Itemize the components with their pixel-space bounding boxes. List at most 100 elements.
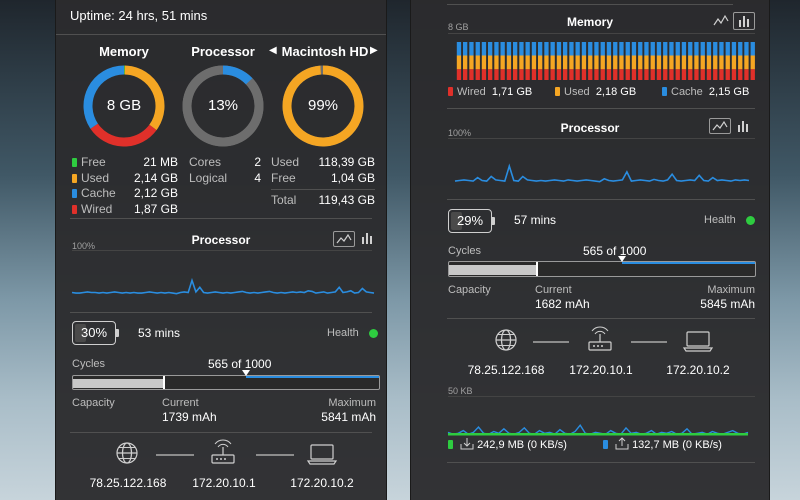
memory-bar-used — [644, 55, 649, 70]
memory-bar-wired — [631, 69, 637, 80]
public-ip: 78.25.122.168 — [89, 476, 167, 490]
memory-bar-cache — [475, 42, 480, 56]
memory-bar-wired — [569, 69, 574, 80]
local-ip: 172.20.10.2 — [290, 476, 354, 490]
memory-bar-wired — [606, 69, 612, 80]
divider — [70, 218, 372, 219]
cache-legend: Cache 2,15 GB — [662, 86, 749, 98]
memory-row-free: Free 21 MB — [72, 155, 178, 171]
processor-graph-max: 100% — [448, 128, 472, 138]
triangle-left-icon[interactable]: ◀ — [269, 45, 277, 56]
cycles-fill — [621, 262, 755, 264]
used-legend: Used 2,18 GB — [555, 86, 636, 98]
network-graph-max: 50 KB — [448, 386, 473, 396]
bar-chart-toggle-icon[interactable] — [733, 12, 755, 30]
processor-line-graph — [454, 163, 750, 183]
memory-bar-cache — [556, 42, 562, 56]
current-label: Current — [535, 284, 572, 296]
health-label: Health — [704, 214, 736, 226]
memory-bar-cache — [650, 42, 655, 56]
memory-bar-wired — [588, 69, 593, 80]
memory-bar-used — [519, 55, 524, 70]
memory-bar-wired — [744, 69, 749, 80]
memory-bar-used — [731, 55, 737, 70]
memory-bar-wired — [700, 69, 705, 80]
current-capacity-fill — [449, 265, 538, 275]
memory-row-cache: Cache 2,12 GB — [72, 186, 178, 202]
processor-series-line — [71, 277, 375, 295]
memory-bar-wired — [694, 69, 699, 80]
current-label: Current — [162, 397, 199, 409]
memory-bar-wired — [706, 69, 712, 80]
memory-bar-cache — [700, 42, 705, 56]
wired-swatch — [448, 87, 453, 96]
divider — [56, 34, 386, 35]
wired-swatch — [72, 204, 77, 214]
connection-line — [156, 454, 194, 456]
line-chart-toggle-icon[interactable] — [333, 231, 355, 247]
memory-bar-wired — [556, 69, 562, 80]
memory-bar-used — [463, 55, 468, 70]
memory-bar-used — [506, 55, 512, 70]
download-icon — [460, 438, 474, 453]
right-stats-panel: Memory 8 GB Wired 1,71 GB Used 2,18 GB C… — [410, 0, 770, 500]
memory-bar-cache — [638, 42, 643, 56]
health-status-dot — [369, 329, 378, 338]
cycles-label: Cycles — [448, 245, 482, 257]
processor-title: Processor — [191, 44, 255, 59]
battery-capacity-bar — [448, 256, 756, 277]
memory-bar-used — [581, 55, 587, 70]
connection-line — [256, 454, 294, 456]
processor-graph-title: Processor — [560, 121, 620, 135]
memory-bar-used — [700, 55, 705, 70]
memory-bar-cache — [706, 42, 712, 56]
current-value: 1739 mAh — [162, 410, 217, 424]
memory-bar-cache — [606, 42, 612, 56]
memory-bar-wired — [475, 69, 480, 80]
memory-bar-cache — [531, 42, 537, 56]
memory-bar-used — [456, 55, 462, 70]
cycles-marker — [617, 256, 626, 262]
memory-bar-cache — [738, 42, 743, 56]
memory-bar-used — [550, 55, 555, 70]
maximum-value: 5841 mAh — [321, 410, 376, 424]
upload-swatch — [603, 440, 608, 449]
download-swatch — [448, 440, 453, 449]
memory-bar-cache — [619, 42, 624, 56]
uptime-label: Uptime: 24 hrs, 51 mins — [70, 8, 208, 23]
memory-bar-used — [675, 55, 680, 70]
memory-ring-chart — [83, 65, 165, 147]
line-chart-toggle-icon[interactable] — [709, 118, 731, 134]
memory-bar-used — [556, 55, 562, 70]
cache-swatch — [662, 87, 667, 96]
disk-free-row: Free 1,04 GB — [271, 170, 375, 185]
graph-top-line — [448, 33, 755, 34]
memory-bar-cache — [494, 42, 499, 56]
memory-bar-wired — [669, 69, 674, 80]
divider — [70, 312, 372, 313]
triangle-right-icon[interactable]: ▶ — [370, 45, 378, 56]
maximum-label: Maximum — [707, 284, 755, 296]
memory-bar-wired — [638, 69, 643, 80]
divider — [271, 189, 375, 190]
processor-graph-title: Processor — [191, 233, 251, 247]
left-stats-panel: Uptime: 24 hrs, 51 mins Memory 8 GB Proc… — [55, 0, 387, 500]
memory-bar-used — [594, 55, 599, 70]
cycles-fill — [245, 376, 379, 378]
memory-bar-cache — [513, 42, 518, 56]
memory-ring-used-segment — [124, 65, 165, 131]
memory-bar-wired — [506, 69, 512, 80]
capacity-label: Capacity — [448, 284, 491, 296]
memory-bar-wired — [600, 69, 605, 80]
memory-bar-cache — [563, 42, 568, 56]
memory-bar-wired — [525, 69, 530, 80]
memory-bar-cache — [588, 42, 593, 56]
memory-legend: Free 21 MB Used 2,14 GB Cache 2,12 GB Wired… — [72, 155, 178, 217]
memory-bar-used — [638, 55, 643, 70]
cycles-value: 565 of 1000 — [208, 357, 272, 371]
memory-bar-cache — [656, 42, 662, 56]
processor-ring-chart — [182, 65, 264, 147]
memory-bar-cache — [694, 42, 699, 56]
memory-bar-wired — [519, 69, 524, 80]
memory-bar-wired — [469, 69, 474, 80]
